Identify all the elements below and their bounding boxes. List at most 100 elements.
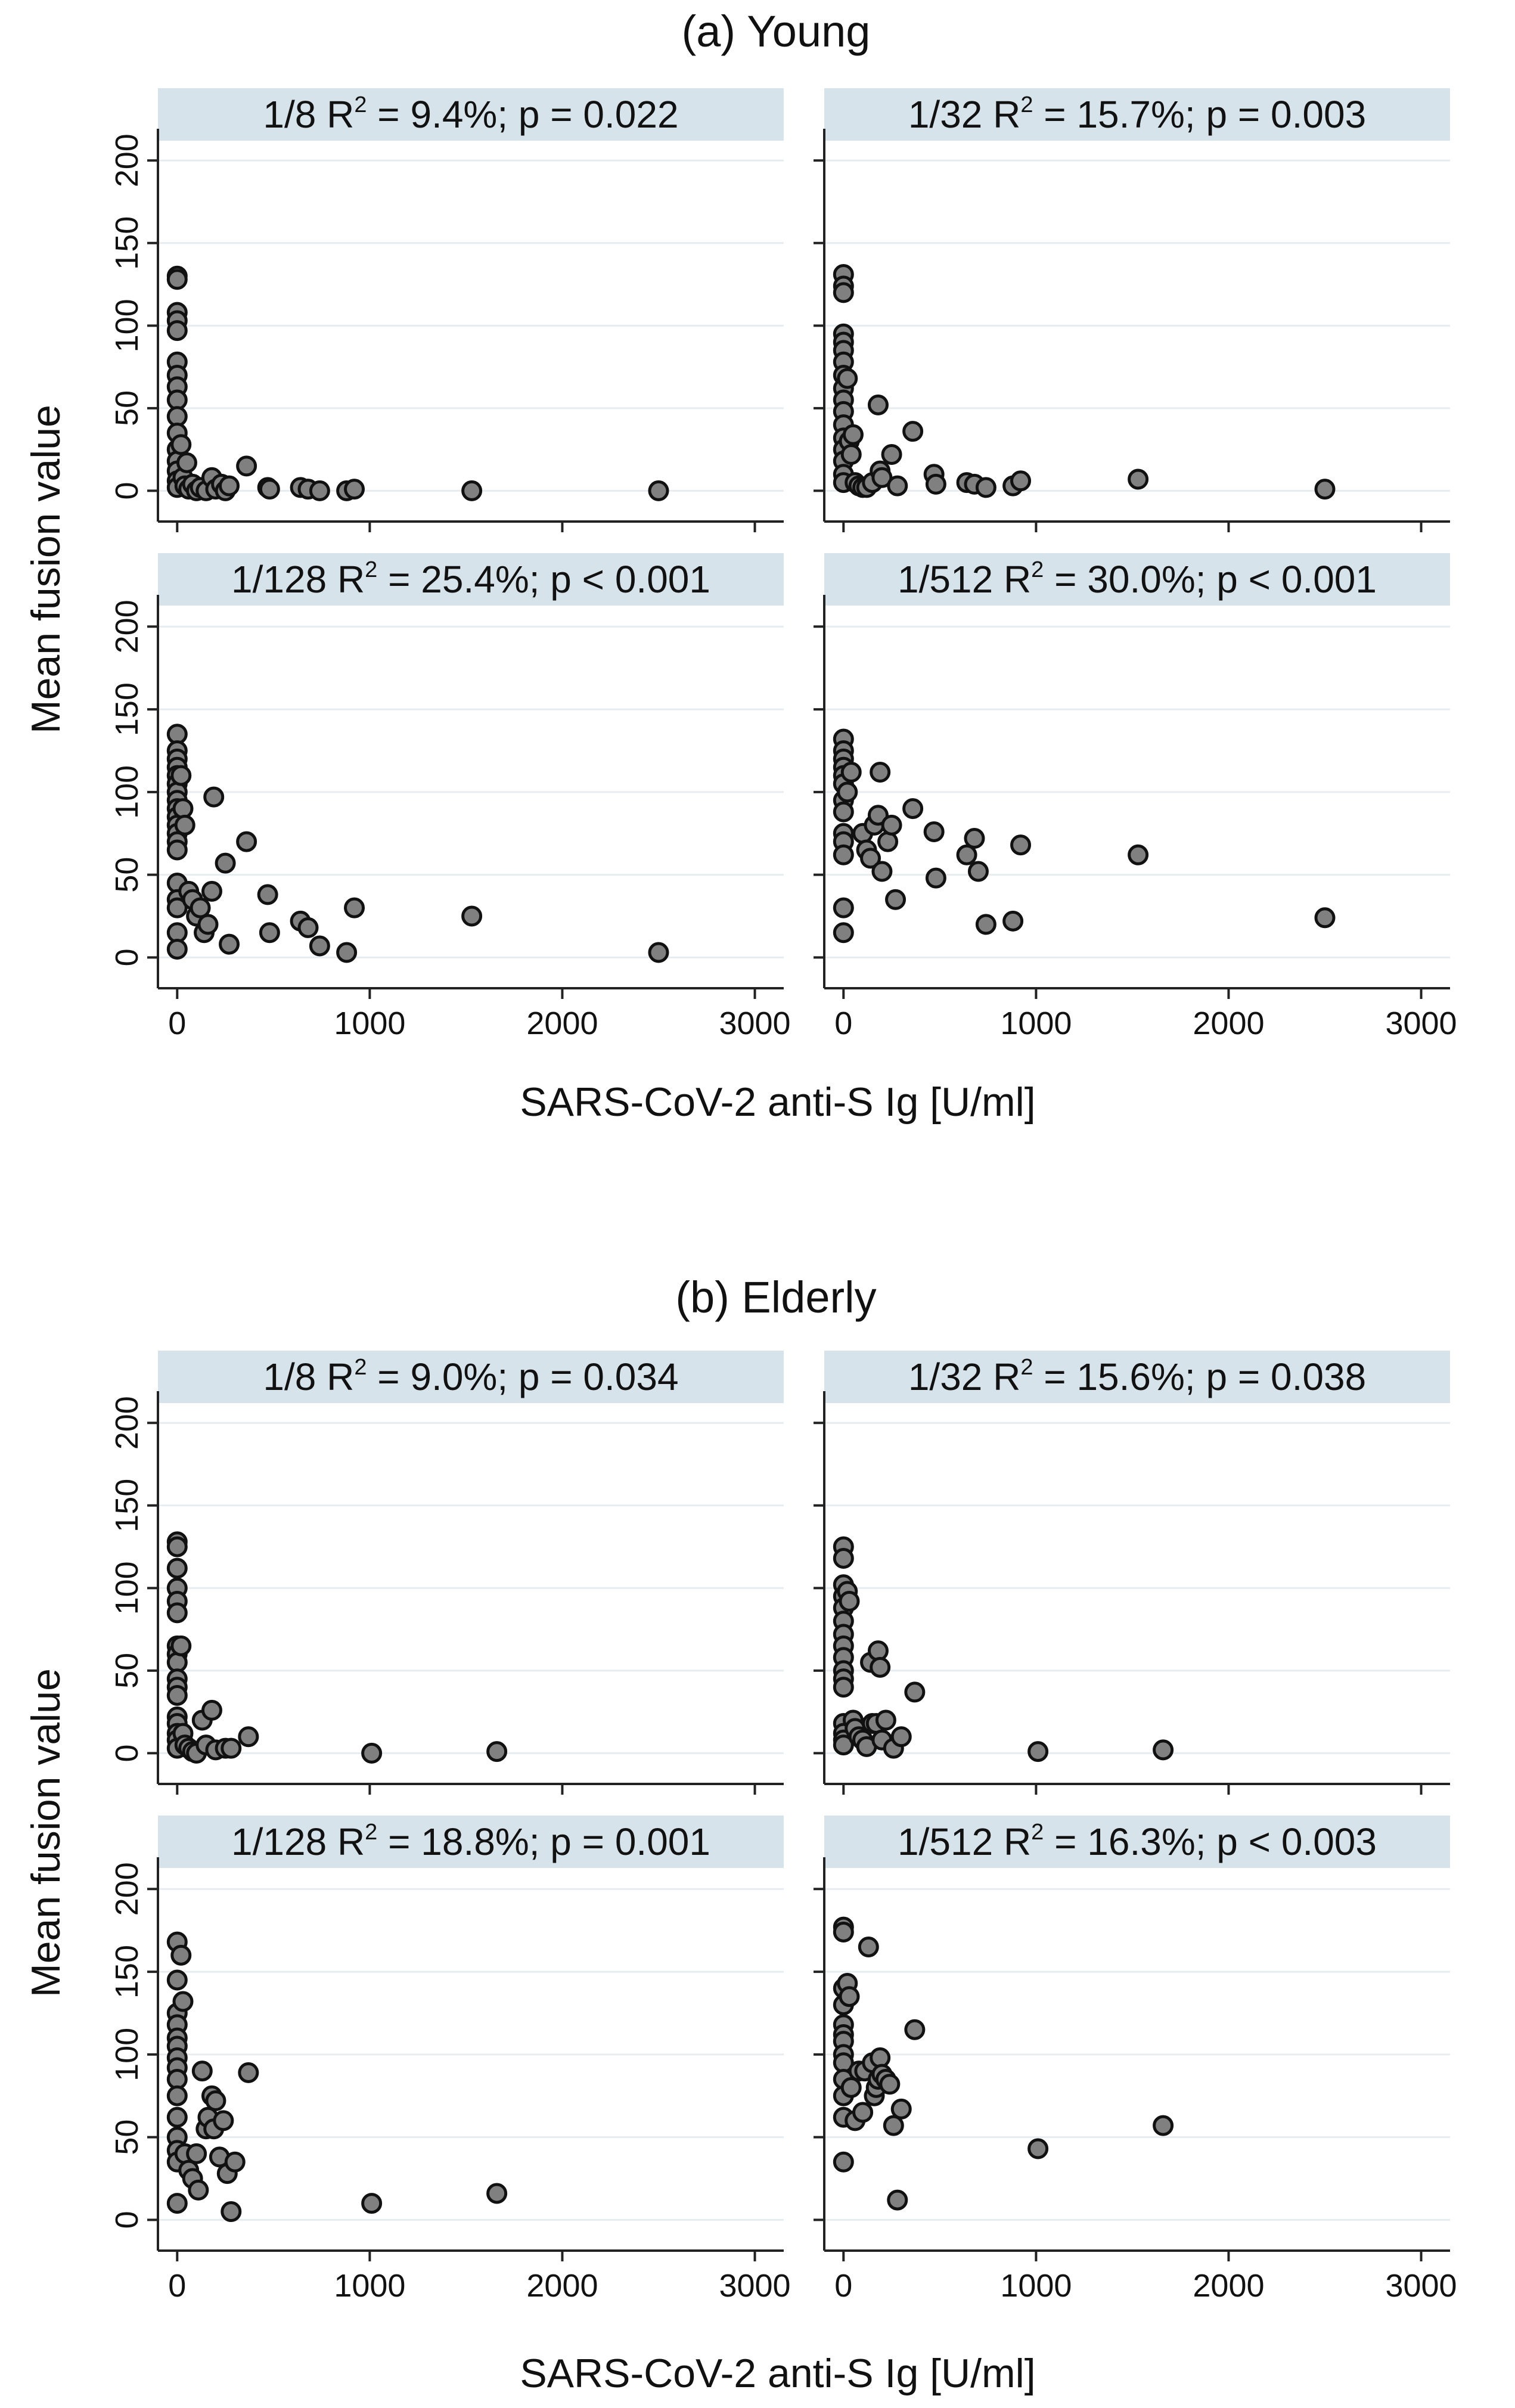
data-point bbox=[648, 942, 669, 963]
data-point bbox=[833, 922, 854, 944]
data-point bbox=[186, 2143, 207, 2164]
data-point bbox=[1153, 1739, 1174, 1761]
data-point bbox=[1027, 1741, 1049, 1762]
panel-ayoung-1-32: 1/32 R2 = 15.7%; p = 0.003 bbox=[814, 88, 1450, 532]
y-tick-label: 150 bbox=[109, 216, 145, 270]
y-tick-label: 100 bbox=[109, 1561, 145, 1615]
data-point bbox=[840, 2077, 862, 2098]
section-b-title: (b) Elderly bbox=[675, 1273, 876, 1322]
panel-belderly-1-128: 1/128 R2 = 18.8%; p = 0.0010501001502000… bbox=[109, 1816, 791, 2304]
panel-strip bbox=[824, 1351, 1450, 1403]
data-point bbox=[166, 2085, 188, 2106]
panel-strip-label: 1/8 R2 = 9.4%; p = 0.022 bbox=[263, 92, 678, 136]
data-point bbox=[238, 2062, 259, 2083]
panels: 1/8 R2 = 9.4%; p = 0.0220501001502001/32… bbox=[109, 88, 1457, 2304]
y-tick-label: 50 bbox=[109, 2120, 145, 2155]
section-a-xlabel: SARS-CoV-2 anti-S Ig [U/ml] bbox=[520, 1079, 1035, 1125]
y-tick-label: 100 bbox=[109, 2028, 145, 2081]
data-point bbox=[166, 269, 188, 290]
data-point bbox=[833, 282, 854, 303]
strip-label-rest: = 9.4%; p = 0.022 bbox=[367, 93, 679, 136]
data-point bbox=[344, 479, 365, 500]
panel-strip-label: 1/128 R2 = 25.4%; p < 0.001 bbox=[231, 557, 710, 601]
data-point bbox=[224, 2151, 246, 2173]
data-point bbox=[956, 844, 977, 865]
data-point bbox=[1010, 470, 1032, 492]
x-tick-label: 3000 bbox=[1385, 2268, 1457, 2304]
data-point bbox=[867, 805, 889, 826]
panel-ayoung-1-512: 1/512 R2 = 30.0%; p < 0.001 0 1000 2000 3000 bbox=[814, 553, 1457, 1041]
data-point bbox=[166, 2193, 188, 2214]
data-point bbox=[176, 452, 197, 473]
data-point bbox=[852, 2102, 874, 2123]
panel-strip bbox=[158, 1816, 784, 1868]
strip-label-rest: = 25.4%; p < 0.001 bbox=[377, 558, 710, 601]
data-point bbox=[166, 1684, 188, 1706]
data-point bbox=[221, 2201, 242, 2222]
y-tick-label: 0 bbox=[109, 948, 145, 966]
data-point bbox=[190, 897, 211, 918]
data-point bbox=[833, 844, 854, 865]
data-point bbox=[871, 467, 893, 488]
data-point bbox=[221, 1737, 242, 1759]
x-tick-label: 2000 bbox=[526, 2268, 598, 2304]
x-tick-label: 1000 bbox=[334, 1006, 405, 1041]
strip-label-sup: 2 bbox=[1031, 1820, 1044, 1845]
data-point bbox=[259, 922, 280, 944]
data-point bbox=[840, 762, 862, 783]
x-tick-label: 2000 bbox=[1193, 2268, 1264, 2304]
data-point bbox=[1314, 907, 1336, 929]
data-point bbox=[881, 814, 902, 836]
data-point bbox=[461, 905, 483, 927]
data-point bbox=[1153, 2115, 1174, 2136]
data-point bbox=[166, 2106, 188, 2128]
data-point bbox=[215, 852, 236, 874]
y-tick-label: 200 bbox=[109, 1862, 145, 1916]
data-point bbox=[839, 1986, 860, 2007]
section-a-title: (a) Young bbox=[682, 7, 871, 56]
panel-strip bbox=[158, 88, 784, 141]
panel-belderly-1-32: 1/32 R2 = 15.6%; p = 0.038 bbox=[814, 1351, 1450, 1795]
panel-strip-label: 1/32 R2 = 15.7%; p = 0.003 bbox=[908, 92, 1366, 136]
data-point bbox=[361, 2193, 383, 2214]
y-tick-label: 100 bbox=[109, 299, 145, 352]
data-point bbox=[257, 884, 278, 905]
strip-label-main: 1/32 R bbox=[908, 93, 1021, 136]
data-point bbox=[201, 880, 222, 902]
data-point bbox=[885, 889, 906, 910]
panel-ayoung-1-8: 1/8 R2 = 9.4%; p = 0.022 0 50 100 150 200 bbox=[109, 88, 784, 532]
data-point bbox=[191, 2061, 213, 2082]
data-point bbox=[1010, 834, 1032, 856]
data-point bbox=[172, 798, 194, 820]
data-point bbox=[860, 848, 881, 869]
y-tick-label: 200 bbox=[109, 600, 145, 653]
data-point bbox=[967, 861, 989, 882]
data-point bbox=[1128, 468, 1149, 490]
data-point bbox=[1027, 2138, 1049, 2159]
data-point bbox=[172, 1991, 194, 2012]
data-point bbox=[166, 897, 188, 918]
data-point bbox=[904, 1681, 926, 1703]
data-point bbox=[833, 897, 854, 918]
data-point bbox=[238, 1726, 259, 1748]
data-point bbox=[170, 434, 192, 455]
data-point bbox=[309, 935, 330, 957]
y-tick-label: 0 bbox=[109, 482, 145, 499]
data-point bbox=[833, 1734, 854, 1756]
data-point bbox=[964, 828, 985, 849]
y-tick-label: 0 bbox=[109, 1744, 145, 1762]
panel-strip bbox=[824, 553, 1450, 606]
data-point bbox=[890, 1726, 912, 1748]
strip-label-rest: = 16.3%; p < 0.003 bbox=[1044, 1820, 1377, 1863]
section-a-ylabel: Mean fusion value bbox=[23, 405, 69, 734]
data-point bbox=[870, 1656, 891, 1678]
strip-label-sup: 2 bbox=[1020, 1355, 1033, 1380]
strip-label-sup: 2 bbox=[1020, 92, 1033, 117]
data-point bbox=[870, 2047, 891, 2068]
data-point bbox=[205, 2090, 226, 2112]
panel-strip-label: 1/128 R2 = 18.8%; p = 0.001 bbox=[231, 1820, 710, 1863]
x-tick-label: 0 bbox=[168, 2268, 186, 2304]
data-point bbox=[904, 2019, 926, 2040]
data-point bbox=[174, 814, 195, 836]
